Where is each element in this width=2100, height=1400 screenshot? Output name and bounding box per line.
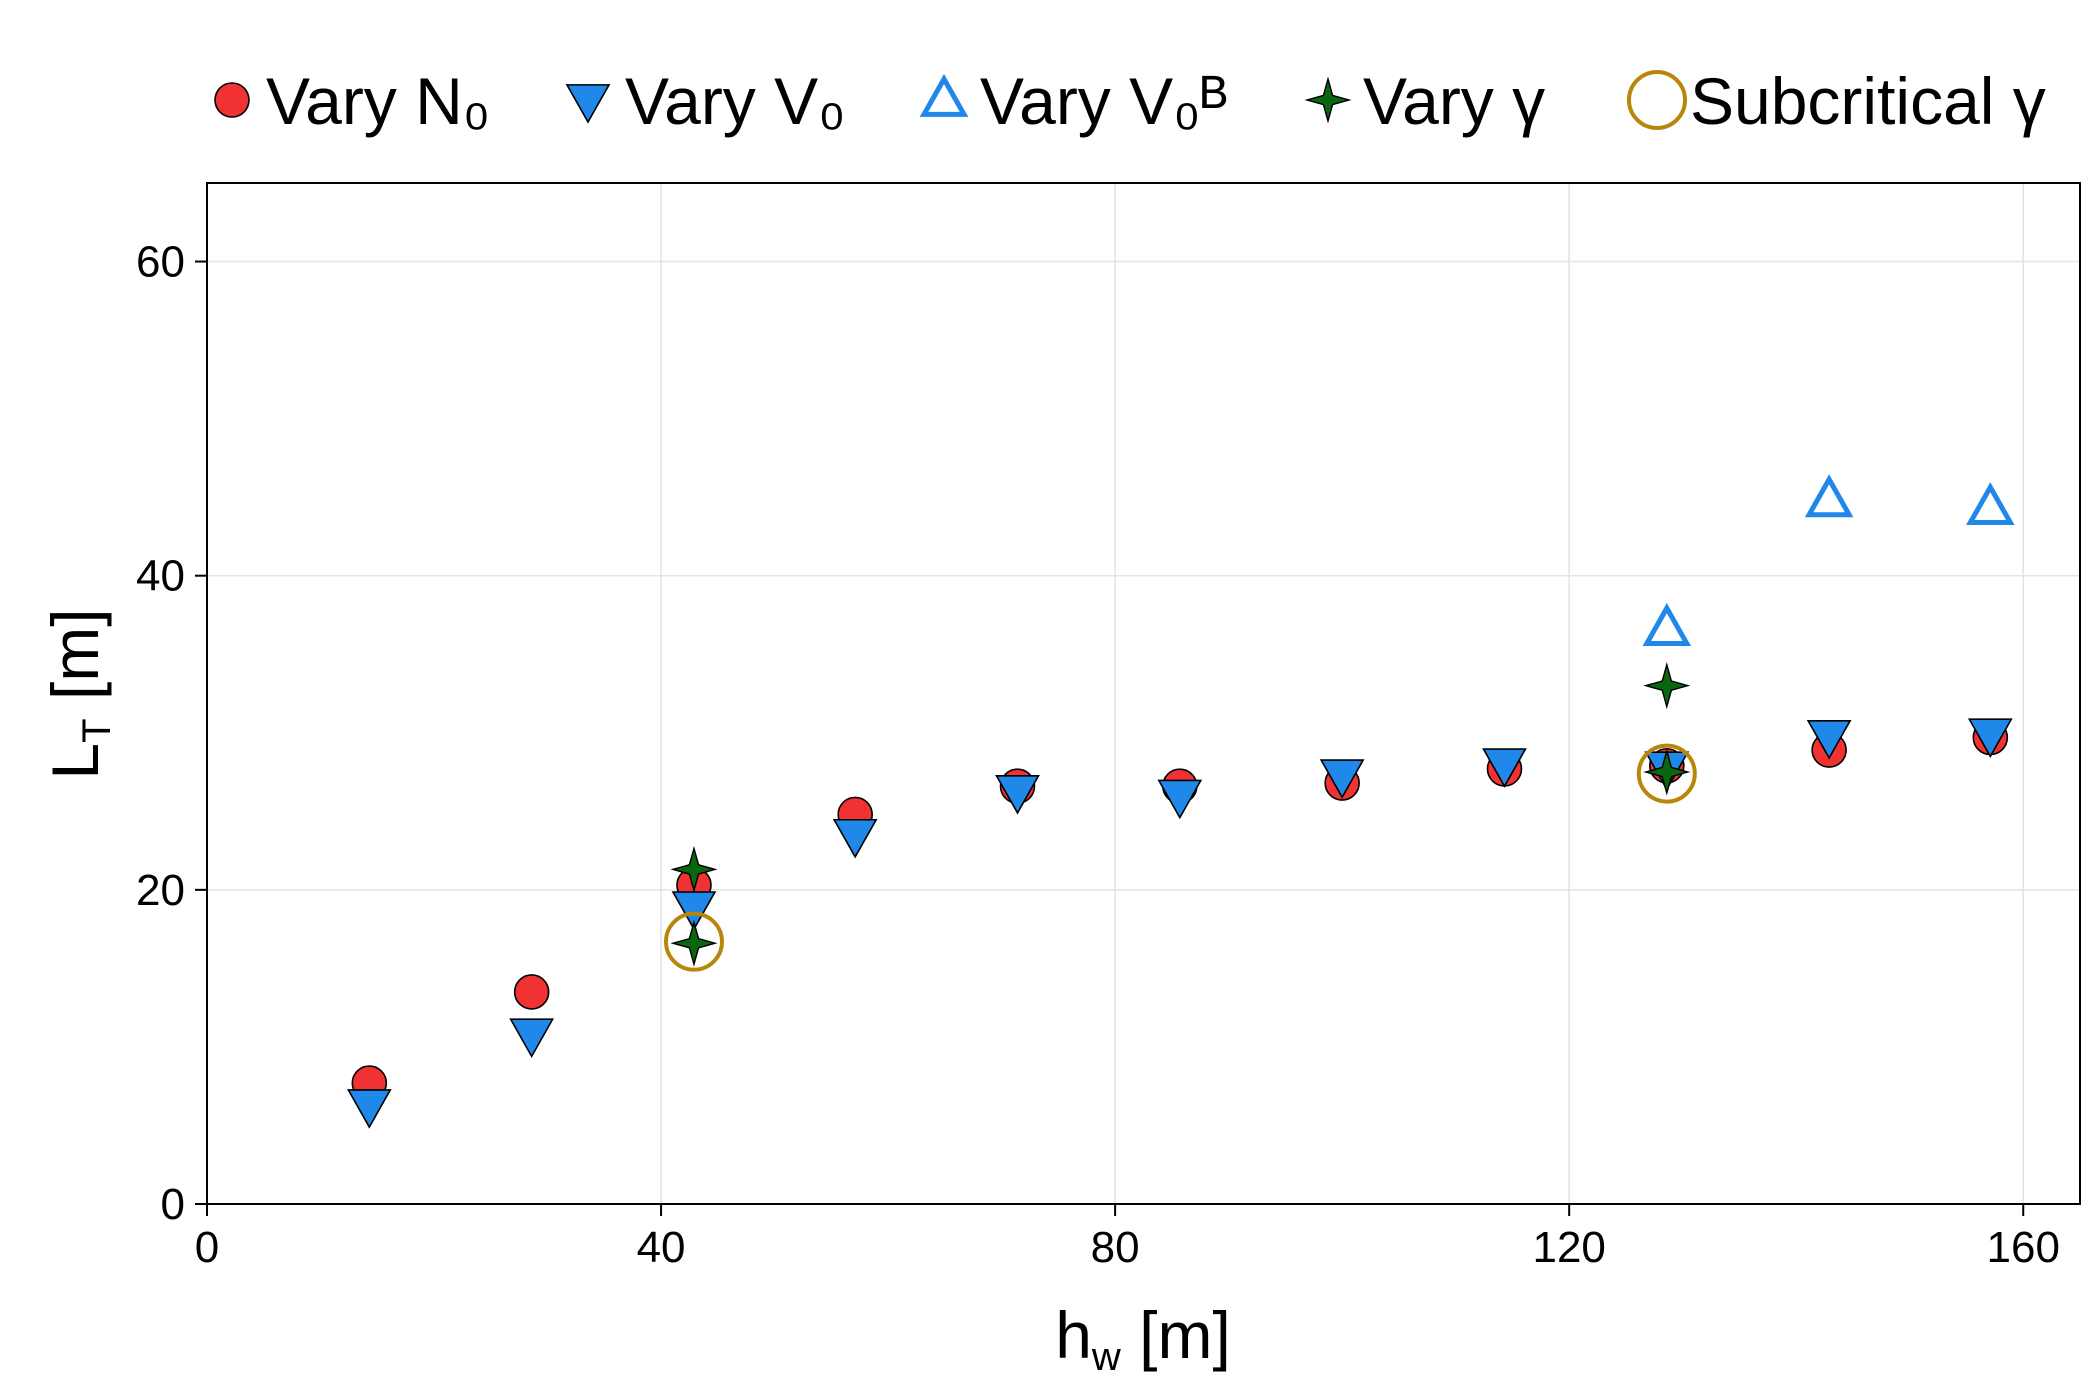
legend-label-n0: Vary N₀ <box>266 64 490 138</box>
data-point-v0 <box>346 1089 392 1129</box>
data-point-v0 <box>995 774 1040 815</box>
x-tick-label: 0 <box>195 1223 219 1272</box>
series-v0 <box>346 718 2013 1129</box>
y-tick-label: 40 <box>136 552 185 601</box>
legend-item-subcrit: Subcritical γ <box>1627 64 2046 138</box>
y-tick-label: 60 <box>136 238 185 287</box>
legend-item-v0: Vary V₀ <box>565 64 846 138</box>
legend-label-v0: Vary V₀ <box>625 64 846 138</box>
y-axis-ticks: 0 20 40 60 <box>136 238 207 1229</box>
grid <box>206 183 2080 1205</box>
plot-frame <box>206 182 2081 1205</box>
y-axis-label: LT [m] <box>38 608 119 779</box>
plot-area <box>346 474 2015 1129</box>
y-tick-label: 0 <box>161 1180 185 1229</box>
x-axis-label-tail: [m] <box>1121 1298 1231 1372</box>
y-axis-label-tail: [m] <box>38 608 112 718</box>
data-point-v0 <box>1482 748 1527 788</box>
legend-item-gamma: Vary γ <box>1304 64 1545 138</box>
x-axis-label-sub: w <box>1091 1335 1121 1379</box>
legend-marker-v0b <box>919 73 969 117</box>
legend-label-subcrit: Subcritical γ <box>1690 64 2046 138</box>
y-tick-label: 20 <box>136 866 185 915</box>
legend-item-n0: Vary N₀ <box>214 64 490 138</box>
data-point-v0b <box>1804 474 1854 518</box>
legend: Vary N₀ Vary V₀ Vary V₀ᴮ Vary γ Subcritical … <box>214 64 2046 138</box>
data-point-subcrit <box>663 911 724 972</box>
data-point-subcrit <box>1636 743 1697 804</box>
legend-marker-gamma <box>1304 76 1352 124</box>
series-subcrit <box>663 743 1697 972</box>
legend-label-v0b: Vary V₀ᴮ <box>980 64 1228 138</box>
legend-marker-v0 <box>565 84 611 124</box>
data-point-gamma <box>670 919 718 967</box>
data-point-n0 <box>513 974 550 1010</box>
y-axis-label-main: L <box>38 743 112 780</box>
data-point-v0b <box>1966 482 2015 526</box>
x-axis-label-main: h <box>1055 1298 1092 1372</box>
series-gamma <box>670 662 1691 967</box>
data-point-v0 <box>1806 719 1852 760</box>
data-point-v0 <box>832 818 878 859</box>
legend-marker-n0 <box>214 82 250 118</box>
data-point-gamma <box>1643 748 1691 796</box>
data-point-v0 <box>1319 759 1365 799</box>
series-v0b <box>1642 474 2015 646</box>
x-axis-ticks: 0 40 80 120 160 <box>195 1204 2060 1272</box>
legend-label-gamma: Vary γ <box>1363 64 1545 138</box>
legend-marker-subcrit <box>1627 70 1687 130</box>
data-point-gamma <box>670 845 718 894</box>
data-point-v0b <box>1642 603 1692 646</box>
data-point-v0 <box>509 1018 555 1059</box>
x-axis-label: hw [m] <box>1055 1298 1231 1379</box>
x-tick-label: 40 <box>637 1223 686 1272</box>
y-axis-label-sub: T <box>75 718 119 742</box>
series-n0 <box>351 719 2009 1101</box>
data-point-v0 <box>1967 718 2013 759</box>
data-point-gamma <box>1643 662 1691 710</box>
x-tick-label: 80 <box>1091 1223 1140 1272</box>
x-tick-label: 160 <box>1987 1223 2060 1272</box>
data-point-v0 <box>1157 779 1203 820</box>
x-tick-label: 120 <box>1532 1223 1605 1272</box>
legend-item-v0b: Vary V₀ᴮ <box>919 64 1228 138</box>
